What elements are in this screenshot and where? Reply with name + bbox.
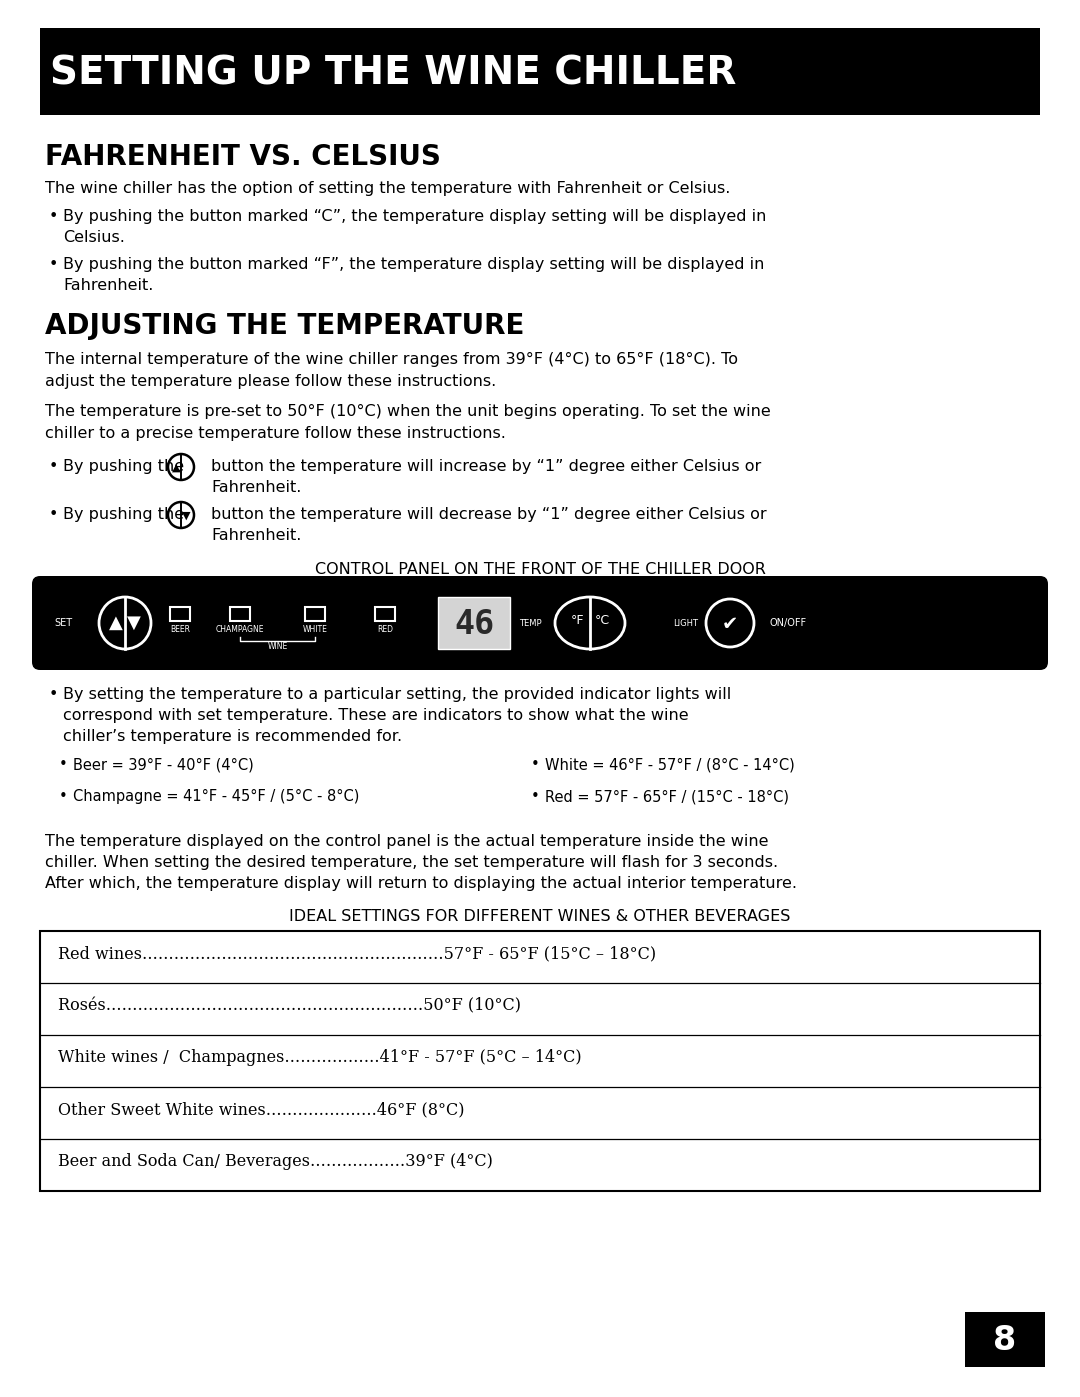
Bar: [305, 608, 325, 622]
Text: •: •: [49, 257, 58, 272]
Text: LIGHT: LIGHT: [674, 619, 699, 627]
FancyBboxPatch shape: [32, 576, 1048, 671]
Text: White = 46°F - 57°F / (8°C - 14°C): White = 46°F - 57°F / (8°C - 14°C): [545, 757, 795, 773]
Text: Beer and Soda Can/ Beverages………………⁤39°F (4°C): Beer and Soda Can/ Beverages………………⁤39°F …: [58, 1153, 492, 1171]
Text: 46: 46: [454, 609, 495, 641]
Text: button the temperature will decrease by “1” degree either Celsius or
Fahrenheit.: button the temperature will decrease by …: [211, 507, 767, 543]
Bar: [375, 608, 395, 622]
Bar: [40, 930, 1040, 1192]
Text: BEER: BEER: [170, 624, 190, 634]
Text: CONTROL PANEL ON THE FRONT OF THE CHILLER DOOR: CONTROL PANEL ON THE FRONT OF THE CHILLE…: [314, 562, 766, 577]
Text: By setting the temperature to a particular setting, the provided indicator light: By setting the temperature to a particul…: [63, 687, 731, 745]
Bar: [230, 608, 249, 622]
Text: ▼: ▼: [127, 615, 140, 631]
Text: ▲: ▲: [172, 462, 180, 474]
Text: The internal temperature of the wine chiller ranges from 39°F (4°C) to 65°F (18°: The internal temperature of the wine chi…: [45, 352, 738, 388]
Text: TEMP: TEMP: [518, 619, 541, 627]
Text: Red wines…………………………………………………57°F - 65°F (15°C – 18°C): Red wines…………………………………………………57°F - 65°F …: [58, 944, 657, 963]
Text: By pushing the: By pushing the: [63, 507, 184, 522]
Text: Champagne = 41°F - 45°F / (5°C - 8°C): Champagne = 41°F - 45°F / (5°C - 8°C): [73, 789, 360, 805]
Text: Beer = 39°F - 40°F (4°C): Beer = 39°F - 40°F (4°C): [73, 757, 254, 773]
Text: The temperature displayed on the control panel is the actual temperature inside : The temperature displayed on the control…: [45, 834, 797, 891]
Text: The wine chiller has the option of setting the temperature with Fahrenheit or Ce: The wine chiller has the option of setti…: [45, 182, 730, 196]
Text: •: •: [59, 757, 68, 773]
Bar: [438, 597, 510, 650]
Text: ✔: ✔: [721, 616, 739, 634]
Text: By pushing the button marked “C”, the temperature display setting will be displa: By pushing the button marked “C”, the te…: [63, 210, 767, 244]
Text: •: •: [531, 789, 540, 805]
Text: FAHRENHEIT VS. CELSIUS: FAHRENHEIT VS. CELSIUS: [45, 142, 441, 170]
Bar: [966, 1312, 1045, 1368]
Text: •: •: [49, 460, 58, 474]
Text: WHITE: WHITE: [302, 624, 327, 634]
Text: ▼: ▼: [181, 511, 190, 521]
Bar: [170, 608, 190, 622]
Text: SET: SET: [54, 617, 72, 629]
Text: Other Sweet White wines…………………⁤46°F (8°C): Other Sweet White wines…………………⁤46°F (8°C…: [58, 1101, 464, 1118]
Text: WINE: WINE: [268, 643, 287, 651]
Text: °F: °F: [571, 613, 584, 626]
Text: •: •: [49, 507, 58, 522]
Text: White wines /  Champagnes………………⁤41°F - 57°F (5°C – 14°C): White wines / Champagnes………………⁤41°F - 57…: [58, 1049, 582, 1066]
Text: IDEAL SETTINGS FOR DIFFERENT WINES & OTHER BEVERAGES: IDEAL SETTINGS FOR DIFFERENT WINES & OTH…: [289, 909, 791, 923]
Text: RED: RED: [377, 624, 393, 634]
Text: By pushing the: By pushing the: [63, 460, 184, 474]
Text: ON/OFF: ON/OFF: [770, 617, 807, 629]
Text: The temperature is pre-set to 50°F (10°C) when the unit begins operating. To set: The temperature is pre-set to 50°F (10°C…: [45, 404, 771, 440]
Text: °C: °C: [594, 613, 609, 626]
Text: •: •: [59, 789, 68, 805]
Text: ADJUSTING THE TEMPERATURE: ADJUSTING THE TEMPERATURE: [45, 312, 525, 339]
Text: CHAMPAGNE: CHAMPAGNE: [216, 624, 265, 634]
Text: •: •: [49, 210, 58, 224]
Text: •: •: [49, 687, 58, 703]
Text: SETTING UP THE WINE CHILLER: SETTING UP THE WINE CHILLER: [50, 54, 737, 92]
Text: Rosés……………………………………………………50°F (10°C): Rosés……………………………………………………50°F (10°C): [58, 997, 521, 1014]
Text: •: •: [531, 757, 540, 773]
Text: 8: 8: [994, 1324, 1016, 1356]
Text: Red = 57°F - 65°F / (15°C - 18°C): Red = 57°F - 65°F / (15°C - 18°C): [545, 789, 789, 805]
Text: ▲: ▲: [109, 615, 123, 631]
Text: button the temperature will increase by “1” degree either Celsius or
Fahrenheit.: button the temperature will increase by …: [211, 460, 761, 495]
Bar: [40, 28, 1040, 115]
Text: By pushing the button marked “F”, the temperature display setting will be displa: By pushing the button marked “F”, the te…: [63, 257, 765, 293]
